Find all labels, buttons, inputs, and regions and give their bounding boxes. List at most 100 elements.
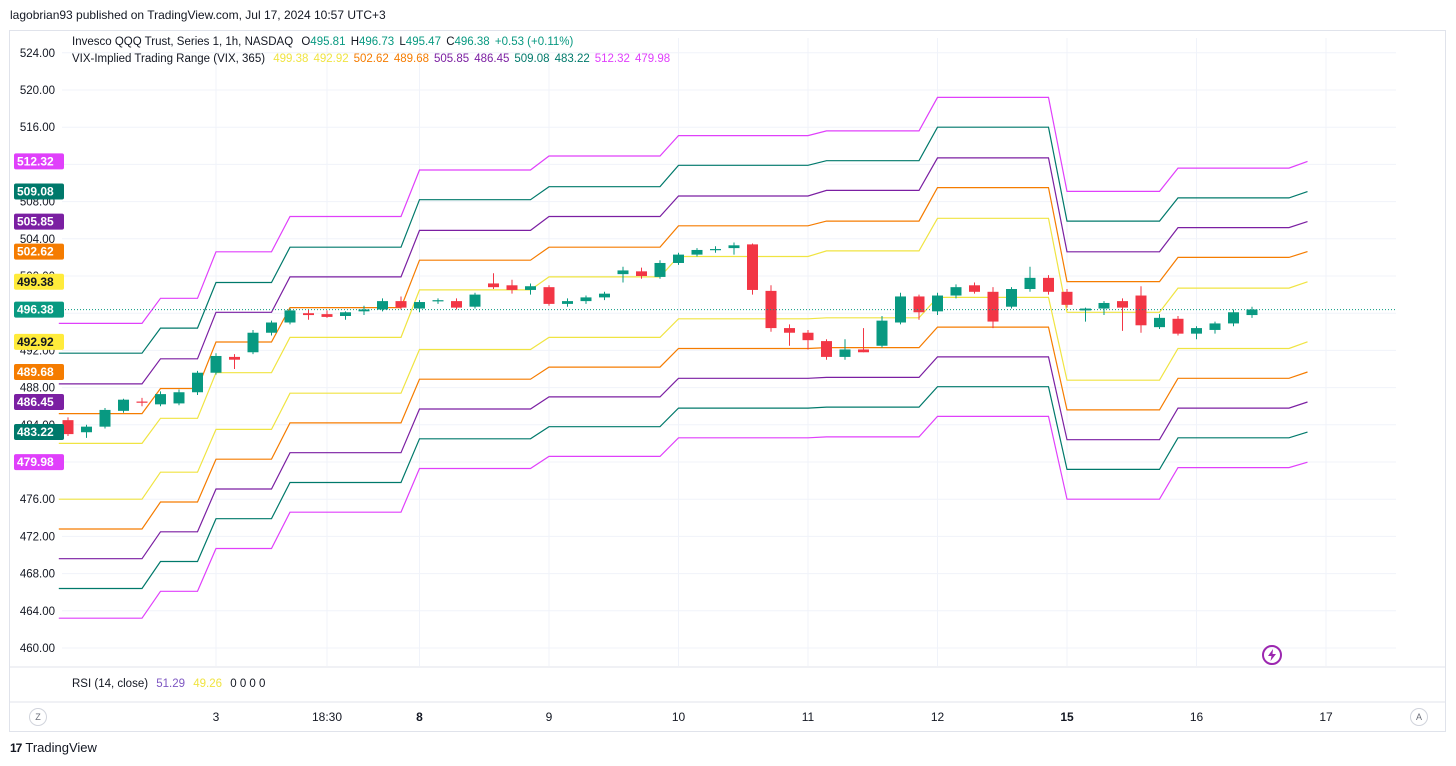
ohlc-close: C496.38 [446,36,490,48]
candle-body [599,293,610,298]
price-axis-label: 504.00 [20,234,55,246]
candle-body [469,294,481,307]
time-axis-label: 12 [931,710,945,724]
price-badge-label: 496.38 [17,303,54,317]
close-label: C [446,36,455,48]
range-band-line [58,386,1308,590]
low-label: L [399,36,406,48]
candle-body [432,300,444,302]
price-axis-label: 516.00 [20,122,55,134]
candle-body [414,302,425,309]
candle-body [913,296,925,313]
price-badge-label: 512.32 [17,154,54,168]
bolt-icon[interactable] [1262,645,1282,665]
range-band-line [58,296,1308,500]
indicator-value: 499.38 [273,53,309,65]
price-badge [14,333,64,350]
grid [62,38,1396,666]
candle-body [1043,277,1054,292]
candle-body [1172,318,1184,334]
price-axis[interactable]: 524.00520.00516.00508.00504.00500.00492.… [20,48,55,655]
low-value: 495.47 [405,36,441,48]
price-badge [14,243,64,260]
candle-body [543,287,555,304]
indicator-value: 492.92 [313,53,349,65]
publisher-line: lagobrian93 published on TradingView.com… [10,8,386,22]
indicator-title: VIX-Implied Trading Range (VIX, 365) [72,53,266,65]
range-band-line [58,126,1308,354]
time-axis[interactable]: 3 18:30 8 9 10 11 12 15 16 17 [213,710,1333,724]
candle-body [340,312,351,316]
price-badge [14,394,64,411]
symbol-legend: Invesco QQQ Trust, Series 1, 1h, NASDAQ … [72,36,578,48]
candle-body [1228,312,1239,324]
range-band-line [58,415,1308,619]
candle-body [950,287,962,296]
candle-body [821,341,832,357]
candle-body [1098,302,1110,309]
price-axis-label: 524.00 [20,48,55,60]
range-bands [58,96,1308,619]
candle-body [229,356,240,360]
time-axis-label: 11 [802,710,815,724]
range-band-line [58,157,1308,385]
candle-body [1024,277,1036,290]
price-axis-label: 476.00 [20,494,55,506]
indicator-legend: VIX-Implied Trading Range (VIX, 365) 499… [72,53,675,65]
range-band-line [58,356,1308,560]
auto-scale-button[interactable]: A [1410,708,1428,726]
indicator-value: 489.68 [393,53,429,65]
rsi-extra-values: 0 0 0 0 [230,678,266,690]
candle-body [654,262,666,277]
candle-body [506,285,518,290]
candle-body [266,322,277,333]
candle-body [562,301,573,304]
candle-body [1135,295,1147,326]
candle-body [802,332,814,341]
chart-frame [9,30,1446,732]
symbol-title: Invesco QQQ Trust, Series 1, 1h, NASDAQ [72,36,294,48]
candle-body [987,291,999,322]
ohlc-high: H496.73 [351,36,395,48]
price-badge-label: 483.22 [17,425,54,439]
time-axis-label: 9 [546,710,553,724]
price-badge-label: 492.92 [17,335,54,349]
candle-body [525,286,536,290]
high-label: H [350,36,359,48]
price-badge [14,153,64,170]
candle-body [1191,328,1202,334]
price-badge-label: 479.98 [17,455,54,469]
high-value: 496.73 [359,36,395,48]
candle-body [895,296,906,323]
time-axis-label: 10 [672,710,686,724]
candle-body [358,309,370,312]
candle-body [876,320,888,346]
tradingview-brand[interactable]: 17 TradingView [10,740,97,755]
candle-body [488,283,499,288]
candle-body [62,420,74,435]
candle-body [321,314,333,317]
open-value: 495.81 [310,36,346,48]
candle-body [710,249,721,251]
auto-zoom-button[interactable]: Z [29,708,47,726]
indicator-value: 502.62 [353,53,389,65]
price-badge-label: 499.38 [17,275,54,289]
candle-body [136,401,148,403]
candle-body [932,295,943,312]
candle-body [99,409,111,427]
price-badge-label: 502.62 [17,245,54,259]
ohlc-low: L495.47 [399,36,441,48]
candle-body [839,349,851,357]
open-label: O [301,36,311,48]
price-axis-label: 520.00 [20,85,55,97]
price-badge-label: 509.08 [17,185,54,199]
candle-body [784,328,795,333]
candle-body [617,270,629,275]
price-badge [14,301,64,318]
time-axis-label: 15 [1060,710,1074,724]
price-axis-label: 464.00 [20,606,55,618]
time-axis-label: 3 [213,710,220,724]
candle-body [118,399,129,411]
candle-body [173,392,185,404]
